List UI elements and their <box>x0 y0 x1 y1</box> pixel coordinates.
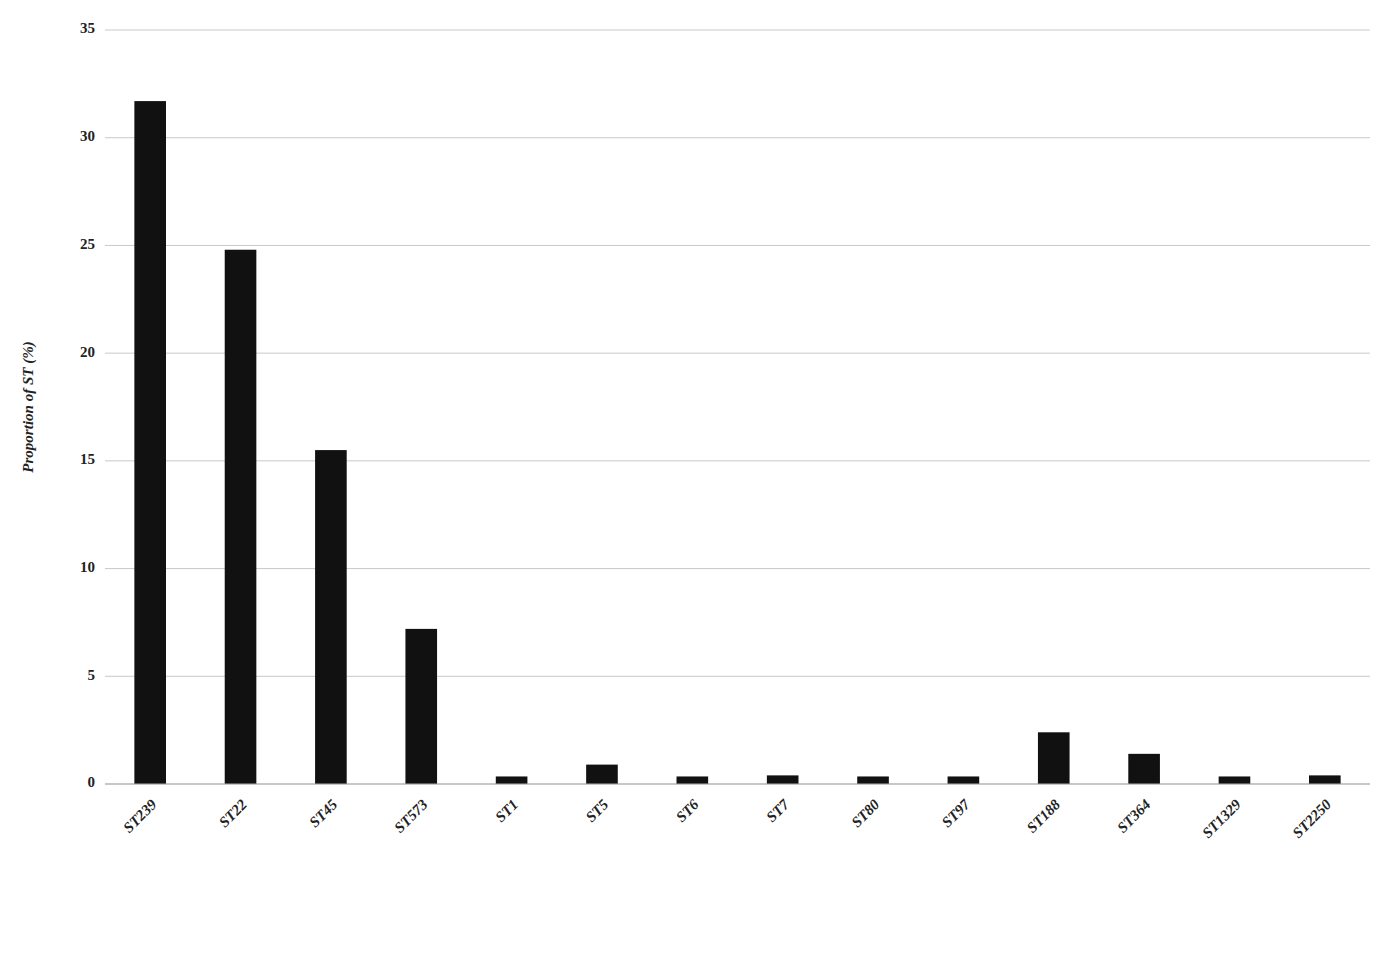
x-tick-label: ST1329 <box>1199 796 1244 841</box>
bar <box>1038 732 1070 784</box>
grid <box>105 30 1370 784</box>
grid-line <box>105 137 1370 138</box>
x-axis-line <box>105 784 1370 785</box>
bar <box>315 450 347 784</box>
bar <box>586 765 618 784</box>
bar <box>1219 776 1251 784</box>
y-tick-label: 15 <box>80 451 95 467</box>
grid-line <box>105 676 1370 677</box>
grid-line <box>105 353 1370 354</box>
x-tick-label: ST1 <box>492 796 521 825</box>
x-tick-label: ST5 <box>582 796 611 825</box>
chart-svg: 05101520253035ST239ST22ST45ST573ST1ST5ST… <box>0 0 1400 969</box>
grid-line <box>105 245 1370 246</box>
x-tick-label: ST22 <box>216 796 251 831</box>
x-tick-label: ST573 <box>391 796 431 836</box>
y-axis-label: Proportion of ST (%) <box>20 341 37 472</box>
bar <box>677 776 709 784</box>
x-axis: ST239 ST22 ST45 ST573 ST1 ST5 ST6 ST7 ST80 ST97 ST… <box>105 784 1370 841</box>
background <box>0 0 1400 969</box>
y-tick-label: 35 <box>80 20 95 36</box>
y-tick-label: 30 <box>80 128 95 144</box>
x-tick-label: ST239 <box>120 796 160 836</box>
grid-line <box>105 30 1370 31</box>
x-tick-label: ST6 <box>673 796 702 825</box>
bar <box>767 775 799 784</box>
chart-container: 05101520253035ST239ST22ST45ST573ST1ST5ST… <box>0 0 1400 969</box>
x-tick-label: ST7 <box>763 796 792 825</box>
bar <box>225 250 257 784</box>
y-axis: 0 5 10 15 20 25 30 35 <box>80 20 95 790</box>
bar <box>134 101 166 784</box>
y-tick-label: 0 <box>88 774 96 790</box>
page: {"chart_data": {"type": "bar", "categori… <box>0 0 1400 969</box>
bar <box>496 776 528 784</box>
x-tick-label: ST188 <box>1024 796 1064 836</box>
bar <box>948 776 980 784</box>
bar <box>857 776 889 784</box>
x-tick-label: ST364 <box>1114 796 1154 836</box>
bar <box>1128 754 1160 784</box>
y-tick-label: 20 <box>80 344 95 360</box>
y-tick-label: 5 <box>88 667 96 683</box>
x-tick-label: ST45 <box>306 796 341 831</box>
grid-line <box>105 460 1370 461</box>
x-tick-label: ST97 <box>939 796 974 831</box>
bar <box>1309 775 1341 784</box>
bar <box>405 629 437 784</box>
bars <box>134 101 1340 784</box>
grid-line <box>105 784 1370 785</box>
y-tick-label: 25 <box>80 236 95 252</box>
y-tick-label: 10 <box>80 559 95 575</box>
grid-line <box>105 568 1370 569</box>
x-tick-label: ST2250 <box>1289 796 1334 841</box>
x-tick-label: ST80 <box>848 796 883 831</box>
